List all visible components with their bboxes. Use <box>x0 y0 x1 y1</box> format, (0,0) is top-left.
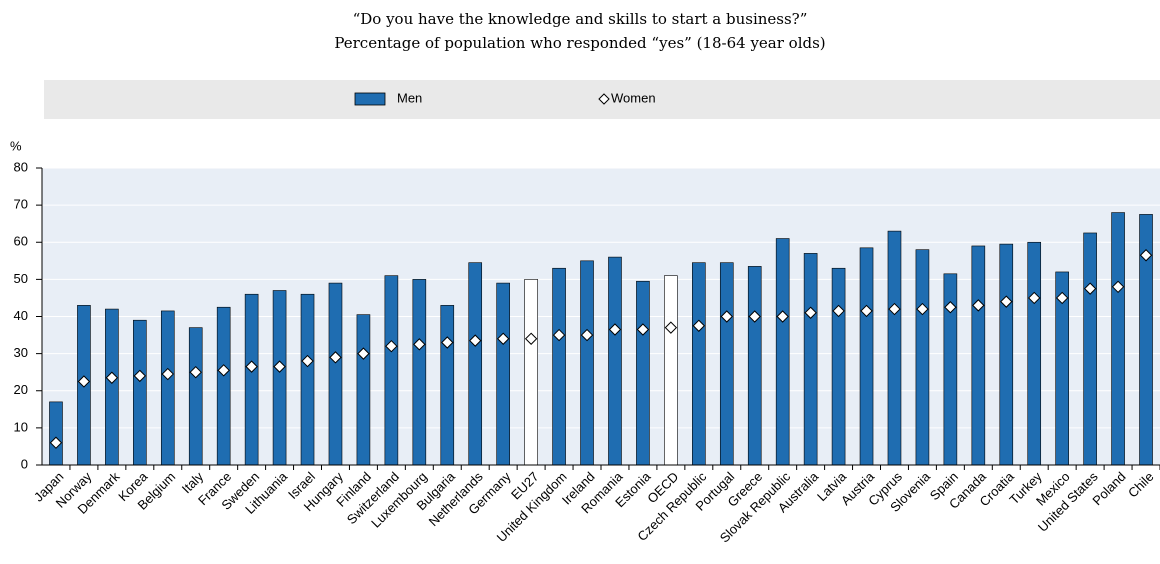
marker <box>524 332 538 345</box>
bar <box>160 310 175 466</box>
y-tick-label: 0 <box>21 456 28 471</box>
marker <box>496 332 510 345</box>
bar <box>272 290 287 466</box>
y-tick-label: 40 <box>14 308 28 323</box>
bar <box>1083 232 1097 466</box>
marker <box>552 328 566 342</box>
y-tick-label: 10 <box>14 419 28 434</box>
bar <box>105 308 119 466</box>
marker <box>1028 291 1041 305</box>
bar <box>300 293 315 466</box>
marker <box>972 299 985 312</box>
bar <box>719 262 734 466</box>
chart-subtitle: Percentage of population who responded “… <box>334 34 825 52</box>
marker <box>720 310 733 323</box>
marker <box>329 351 342 364</box>
bar <box>580 260 594 466</box>
y-tick-label: 70 <box>14 197 28 212</box>
bar <box>49 401 63 466</box>
marker <box>608 323 622 336</box>
bar <box>133 319 147 466</box>
bar <box>664 275 678 466</box>
marker <box>916 302 929 316</box>
bar <box>356 314 371 466</box>
marker <box>49 436 63 449</box>
marker <box>441 336 454 349</box>
marker <box>692 319 706 332</box>
y-tick-label: 50 <box>14 271 28 286</box>
marker <box>1055 291 1069 305</box>
marker <box>469 334 482 347</box>
y-tick-label: 30 <box>14 345 28 360</box>
marker <box>105 371 119 384</box>
marker <box>161 367 174 381</box>
y-axis-label: % <box>10 138 22 153</box>
marker <box>301 354 314 368</box>
marker <box>776 310 789 323</box>
bar <box>468 262 483 466</box>
y-tick-label: 60 <box>14 234 28 249</box>
legend-swatch <box>598 93 610 105</box>
bar <box>859 247 874 466</box>
bar <box>188 327 203 466</box>
bar <box>552 267 566 466</box>
marker <box>245 360 258 373</box>
bar <box>803 253 818 466</box>
bar <box>775 238 790 466</box>
marker <box>804 306 817 319</box>
bar <box>440 305 455 466</box>
bar <box>244 293 259 466</box>
marker <box>832 304 845 318</box>
bar <box>692 262 706 466</box>
y-tick-label: 20 <box>14 382 28 397</box>
bar <box>1027 241 1042 466</box>
bar <box>887 230 902 466</box>
bar <box>328 282 343 466</box>
bar <box>216 306 231 466</box>
bar <box>636 280 650 466</box>
bar <box>524 279 538 466</box>
bar <box>747 266 762 466</box>
marker <box>357 347 370 360</box>
marker <box>860 304 873 318</box>
bar <box>412 279 427 466</box>
marker <box>580 328 594 342</box>
marker <box>1139 249 1153 262</box>
marker <box>664 321 678 334</box>
marker <box>1000 295 1013 308</box>
legend-label: Men <box>397 90 422 105</box>
y-tick-label: 80 <box>14 159 28 174</box>
chart-title: “Do you have the knowledge and skills to… <box>353 10 808 28</box>
marker <box>189 365 202 379</box>
marker <box>273 360 286 373</box>
marker <box>748 310 761 323</box>
marker <box>385 339 398 353</box>
bar <box>1111 212 1125 466</box>
bar <box>915 249 930 466</box>
legend-swatch <box>354 92 386 106</box>
bar <box>608 256 622 466</box>
marker <box>636 323 650 336</box>
marker <box>77 375 91 388</box>
bar <box>496 282 510 466</box>
marker <box>944 301 957 314</box>
marker <box>1083 282 1097 295</box>
bar <box>971 245 986 466</box>
marker <box>888 302 901 316</box>
marker <box>133 369 147 383</box>
x-tick-label: Chile <box>1125 469 1157 501</box>
bar <box>831 267 846 466</box>
bar <box>384 275 399 466</box>
marker <box>217 364 230 377</box>
bar <box>999 243 1014 466</box>
marker <box>413 338 426 351</box>
marker <box>1111 280 1125 294</box>
legend-label: Women <box>611 90 656 105</box>
